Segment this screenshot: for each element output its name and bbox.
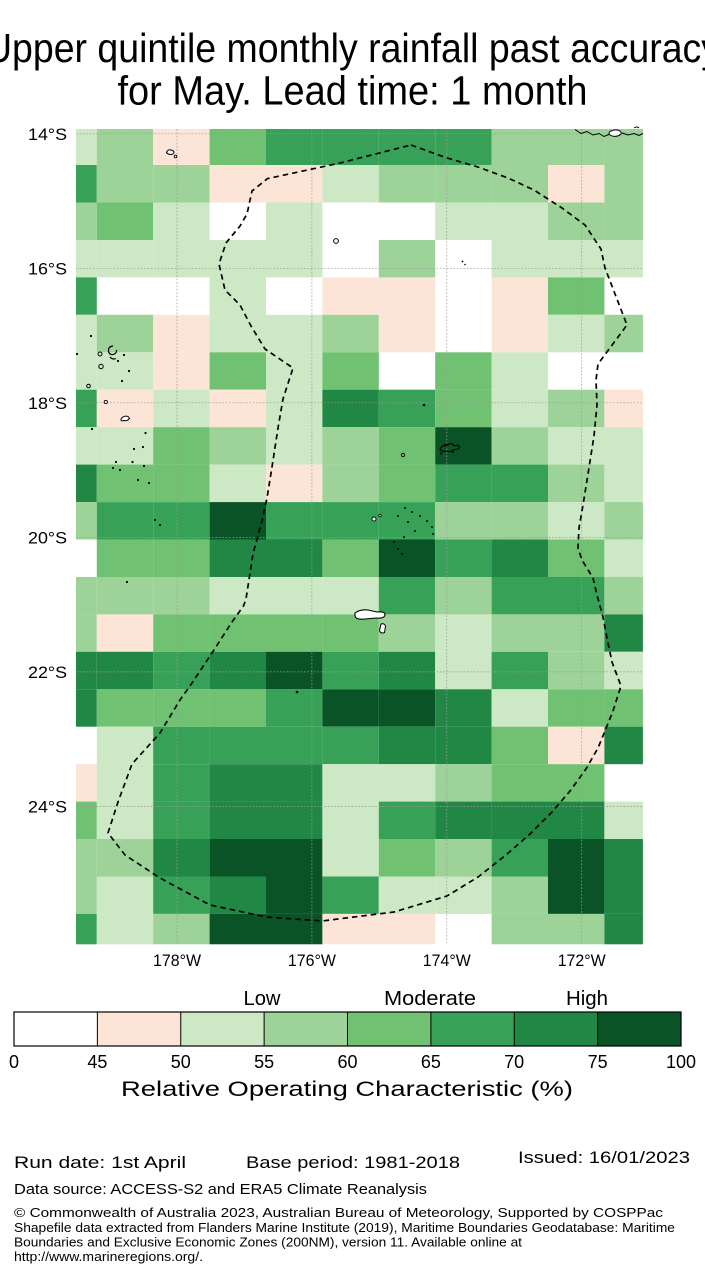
svg-text:Moderate: Moderate (384, 988, 476, 1010)
svg-text:24°S: 24°S (28, 797, 67, 816)
svg-text:0: 0 (9, 1052, 19, 1072)
svg-text:Issued: 16/01/2023: Issued: 16/01/2023 (518, 1149, 690, 1167)
svg-text:Base period: 1981-2018: Base period: 1981-2018 (246, 1154, 460, 1172)
svg-text:Upper quintile monthly rainfal: Upper quintile monthly rainfall past acc… (0, 25, 705, 71)
svg-text:174°W: 174°W (423, 951, 471, 970)
svg-text:Relative Operating Characteris: Relative Operating Characteristic (%) (121, 1078, 573, 1101)
svg-text:Low: Low (244, 988, 282, 1010)
svg-text:Boundaries and Exclusive Econo: Boundaries and Exclusive Economic Zones … (14, 1235, 522, 1250)
svg-text:© Commonwealth of Australia 20: © Commonwealth of Australia 2023, Austra… (14, 1205, 664, 1220)
svg-text:55: 55 (254, 1052, 274, 1072)
svg-text:18°S: 18°S (28, 394, 67, 413)
svg-text:50: 50 (171, 1052, 191, 1072)
svg-text:for May. Lead time: 1 month: for May. Lead time: 1 month (118, 68, 588, 114)
svg-text:178°W: 178°W (153, 951, 201, 970)
svg-text:70: 70 (504, 1052, 524, 1072)
svg-text:22°S: 22°S (28, 663, 67, 682)
svg-text:http://www.marineregions.org/.: http://www.marineregions.org/. (14, 1249, 203, 1264)
svg-text:65: 65 (421, 1052, 441, 1072)
svg-text:14°S: 14°S (28, 125, 67, 144)
svg-text:75: 75 (588, 1052, 608, 1072)
svg-text:176°W: 176°W (288, 951, 336, 970)
svg-text:20°S: 20°S (28, 528, 67, 547)
svg-text:45: 45 (87, 1052, 107, 1072)
svg-text:Run date: 1st April: Run date: 1st April (14, 1154, 186, 1172)
svg-text:Shapefile data extracted from: Shapefile data extracted from Flanders M… (14, 1220, 675, 1235)
svg-text:172°W: 172°W (558, 951, 606, 970)
svg-text:Data source: ACCESS-S2 and ERA: Data source: ACCESS-S2 and ERA5 Climate … (14, 1181, 427, 1198)
svg-text:60: 60 (337, 1052, 357, 1072)
svg-text:16°S: 16°S (28, 259, 67, 278)
svg-text:100: 100 (666, 1052, 696, 1072)
svg-text:High: High (566, 988, 608, 1010)
